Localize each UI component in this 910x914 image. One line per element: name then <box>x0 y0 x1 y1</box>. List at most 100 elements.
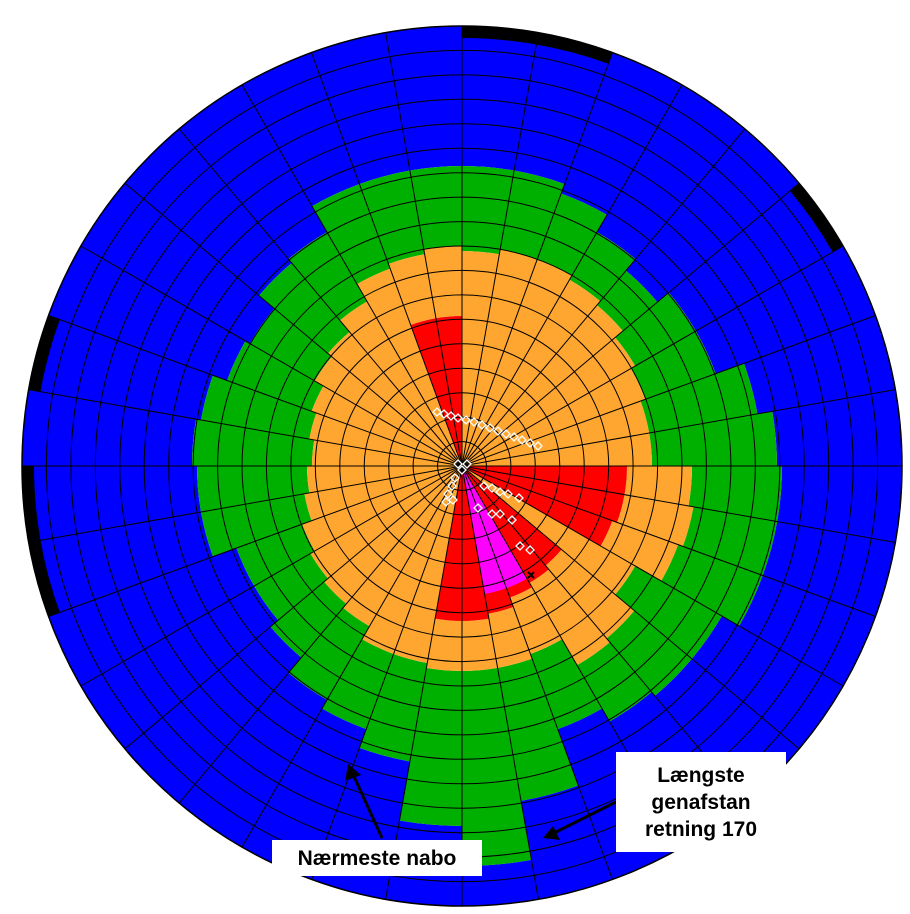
spoke-line <box>461 128 746 467</box>
sector-cell-blue <box>22 389 197 466</box>
sector-cell-green <box>462 667 532 866</box>
sector-cell-green <box>312 184 391 285</box>
sample-marker <box>448 495 458 505</box>
spoke-line <box>461 465 613 880</box>
sample-marker <box>514 493 524 503</box>
sector-cell-green <box>661 544 763 626</box>
sector-cell-green <box>197 466 310 513</box>
sector-cell-magenta <box>462 466 527 589</box>
spoke-line <box>461 465 844 687</box>
spoke-line <box>385 32 463 467</box>
sample-marker <box>439 409 449 419</box>
sector-cell-red <box>462 466 549 583</box>
sector-cell-red <box>462 466 625 523</box>
sample-marker <box>515 541 525 551</box>
nearest-neighbour-arrow <box>350 771 384 839</box>
sector-cell-orange <box>314 356 462 466</box>
sector-cell-blue <box>777 466 902 543</box>
sector-cell-green <box>288 607 370 700</box>
longest-repeat-callout: Længste genafstan retning 170 <box>616 752 786 852</box>
sector-cell-green <box>201 493 312 557</box>
callout-arrows <box>345 764 617 840</box>
sample-marker <box>525 545 535 555</box>
sample-marker <box>517 435 527 445</box>
sector-cell-green <box>640 363 758 434</box>
spoke-line <box>461 52 613 467</box>
spoke-line <box>28 389 463 467</box>
sample-marker <box>485 423 495 433</box>
sector-cell-orange <box>624 466 692 506</box>
sample-marker <box>453 459 463 469</box>
longest-repeat-label-line-2: genafstan <box>651 790 751 814</box>
sector-cell-orange <box>600 520 679 581</box>
spoke-line <box>461 465 896 543</box>
spoke-line <box>241 84 463 467</box>
sector-cell-black <box>28 540 60 617</box>
sector-cell-orange <box>426 618 462 671</box>
sector-cell-blue <box>124 626 302 804</box>
sector-cell-blue <box>691 616 844 749</box>
sample-marker <box>461 415 471 425</box>
spoke-line <box>178 465 463 804</box>
sample-marker <box>469 417 479 427</box>
sector-cell-blue <box>597 84 745 260</box>
sample-marker <box>493 426 503 436</box>
sector-cell-orange <box>388 254 436 326</box>
sector-cell-blue <box>311 32 410 185</box>
sector-cell-blue <box>739 575 876 686</box>
sector-cell-blue <box>762 521 896 617</box>
sector-cell-green <box>201 375 317 440</box>
sector-cell-green <box>249 308 332 381</box>
sample-marker <box>477 420 487 430</box>
sector-cell-orange <box>327 331 462 466</box>
sector-cell-green <box>254 553 328 621</box>
sector-cell-magenta <box>462 466 507 595</box>
radial-grid-lines <box>22 26 902 906</box>
sample-marker <box>503 489 513 499</box>
sector-cell-red <box>462 466 613 546</box>
sector-cell-blue <box>743 315 896 414</box>
sector-cell-green <box>682 506 778 576</box>
spoke-line <box>461 389 896 467</box>
sample-marker <box>487 509 497 519</box>
sector-cell-green <box>236 524 315 586</box>
spoke-line <box>28 465 463 543</box>
sector-cell-orange <box>462 618 498 671</box>
sector-cell-green <box>497 658 579 801</box>
cross-marker <box>527 571 535 579</box>
sector-cell-orange <box>462 279 601 466</box>
sector-cell-green <box>606 610 692 696</box>
sample-marker <box>453 413 463 423</box>
sector-cell-blue <box>514 32 613 185</box>
sample-marker <box>457 465 467 475</box>
sample-marker <box>473 503 483 513</box>
sector-cell-blue <box>179 672 327 848</box>
longest-repeat-arrowhead <box>543 826 560 840</box>
sector-cell-green <box>688 466 783 522</box>
sector-cell-green <box>596 270 658 332</box>
sector-cell-orange <box>462 401 650 466</box>
sector-cell-green <box>399 667 462 826</box>
sector-cell-orange <box>617 494 694 547</box>
sector-cell-orange <box>393 466 462 663</box>
sample-marker <box>443 489 453 499</box>
sample-marker <box>507 515 517 525</box>
sector-cell-orange <box>462 249 538 466</box>
sector-cell-green <box>288 232 367 321</box>
spoke-line <box>80 465 463 687</box>
nearest-neighbour-label: Nærmeste nabo <box>297 846 457 870</box>
spoke-line <box>124 182 463 467</box>
sector-cell-green <box>615 566 722 659</box>
sample-marker <box>533 441 543 451</box>
spoke-line <box>311 52 463 467</box>
sector-cell-green <box>630 331 716 400</box>
sector-cell-orange <box>545 549 635 639</box>
spoke-line <box>311 465 463 880</box>
sample-marker <box>450 473 460 483</box>
sample-marker <box>432 407 442 417</box>
sector-cell-blue <box>28 512 213 617</box>
spoke-line <box>461 84 683 467</box>
sector-cell-orange <box>302 466 462 551</box>
sector-cell-green <box>500 170 565 260</box>
sector-cell-blue <box>48 548 255 686</box>
